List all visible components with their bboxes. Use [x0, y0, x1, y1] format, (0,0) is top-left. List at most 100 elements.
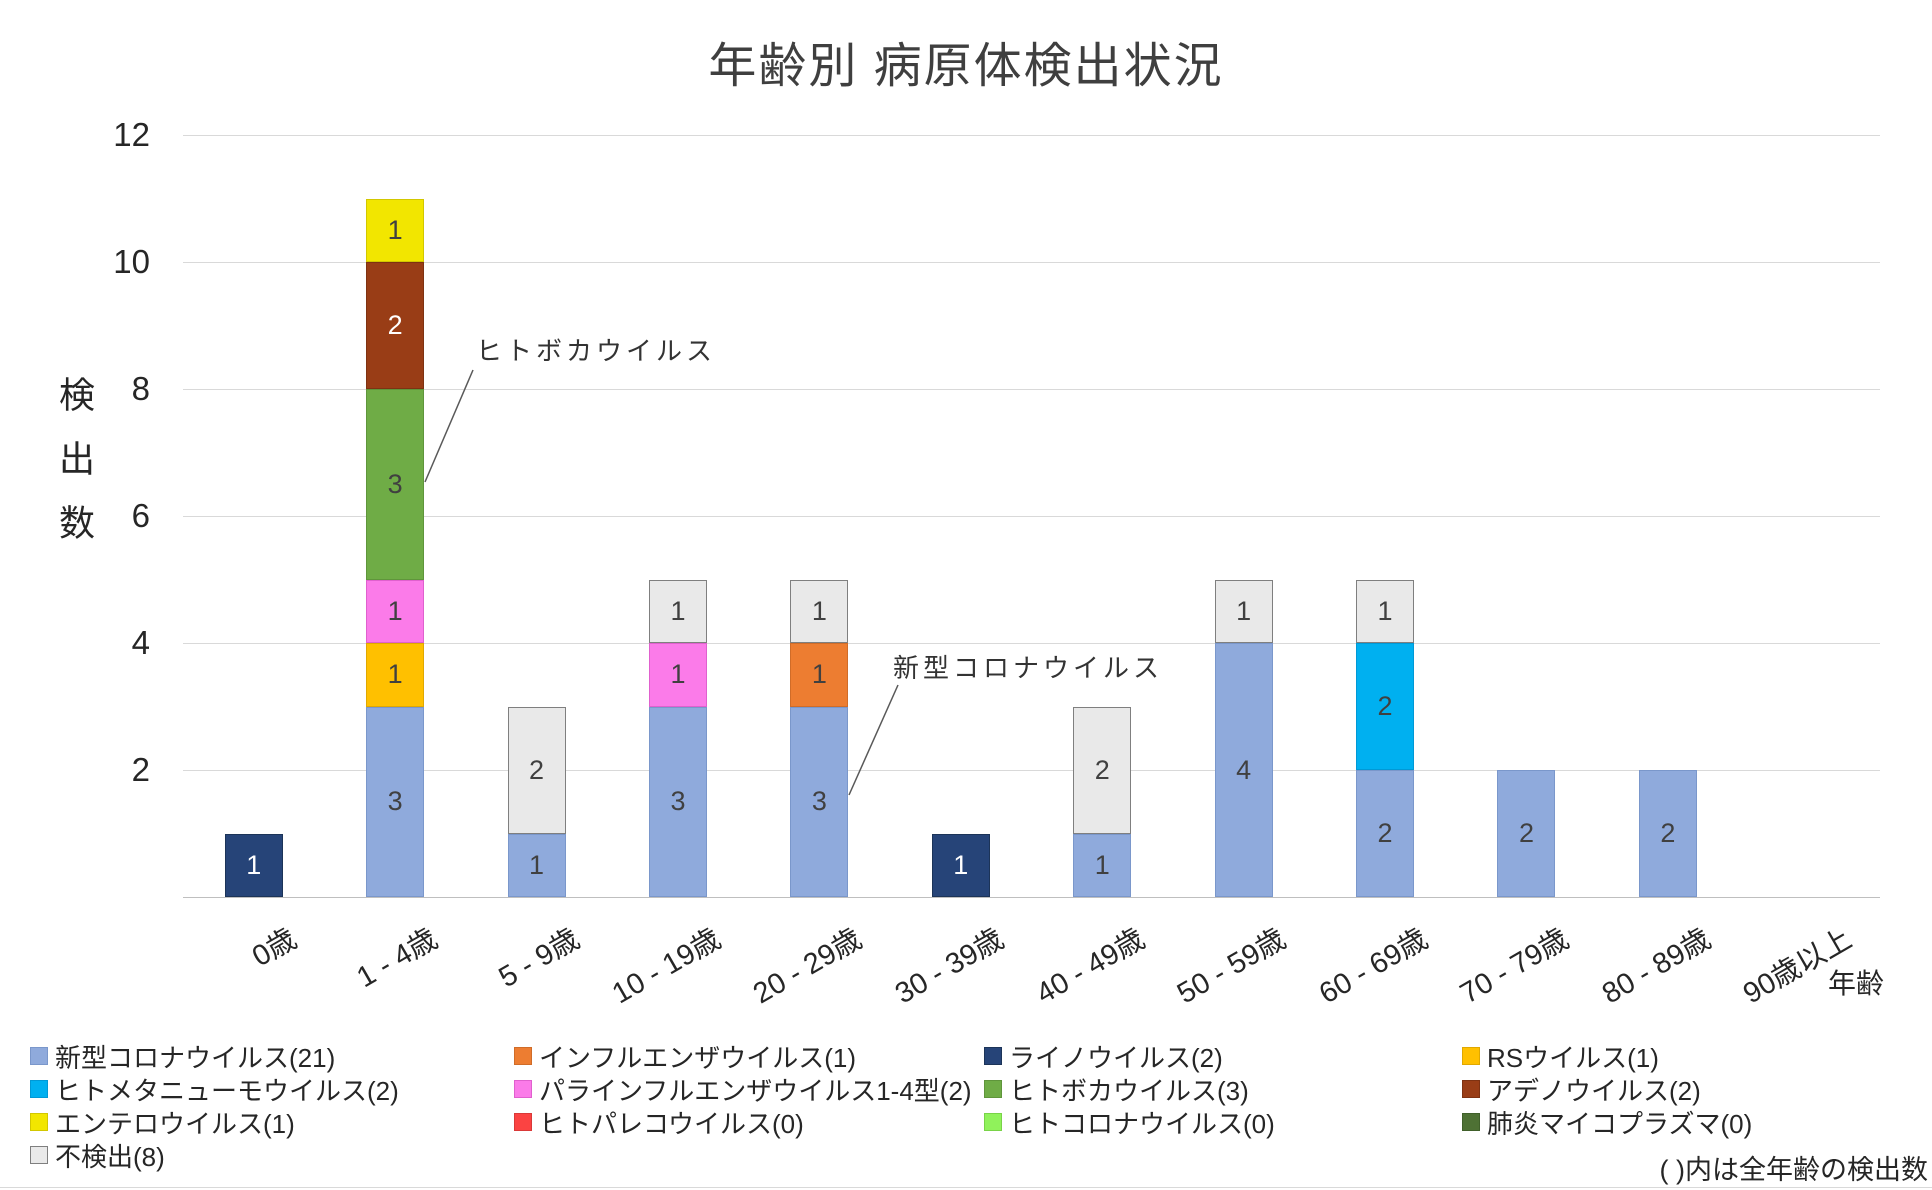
bar-segment: 1	[648, 579, 707, 643]
legend-item: アデノウイルス(2)	[1462, 1075, 1701, 1106]
y-tick-label: 2	[131, 751, 150, 788]
x-axis-line	[183, 897, 1880, 898]
segment-value-label: 2	[529, 754, 545, 785]
bar-segment: 4	[1214, 643, 1273, 897]
legend-item-label: ヒトボカウイルス(3)	[1009, 1075, 1249, 1106]
segment-value-label: 2	[1377, 691, 1393, 721]
gridline	[183, 515, 1880, 517]
x-axis-category-label: 40 - 49歳	[1030, 922, 1151, 1011]
segment-value-label: 1	[246, 849, 262, 880]
segment-value-label: 1	[953, 849, 969, 880]
legend-footnote: ( )内は全年齢の検出数	[1659, 1155, 1928, 1185]
segment-value-label: 2	[1518, 818, 1534, 848]
legend-item: RSウイルス(1)	[1462, 1042, 1659, 1073]
bar-segment: 1	[1356, 579, 1415, 643]
bar-segment: 3	[366, 389, 425, 580]
x-axis-category-label: 20 - 29歳	[748, 922, 868, 1011]
legend-item: ヒトボカウイルス(3)	[984, 1075, 1249, 1106]
legend-color-chip	[514, 1113, 532, 1131]
gridline	[183, 261, 1880, 263]
legend-color-chip	[30, 1047, 48, 1065]
segment-value-label: 2	[1377, 818, 1393, 848]
legend-item: ライノウイルス(2)	[984, 1042, 1223, 1073]
legend-item-label: 新型コロナウイルス(21)	[55, 1042, 336, 1073]
bar-segment: 1	[366, 198, 425, 262]
bar-segment: 2	[1638, 770, 1697, 897]
bar-segment: 2	[1073, 706, 1132, 834]
segment-value-label: 3	[811, 786, 827, 817]
y-tick-label: 8	[131, 370, 150, 407]
y-tick-label: 12	[113, 116, 150, 153]
segment-value-label: 1	[529, 849, 545, 880]
legend-color-chip	[30, 1080, 48, 1098]
segment-value-label: 1	[387, 214, 403, 245]
bar-segment: 1	[648, 643, 707, 707]
segment-value-label: 1	[670, 595, 686, 626]
annotation-leader-line	[848, 684, 899, 796]
segment-value-label: 3	[387, 468, 403, 499]
bar-segment: 1	[790, 579, 849, 643]
segment-value-label: 2	[387, 310, 403, 340]
x-axis-category-label: 1 - 4歳	[351, 922, 444, 995]
x-axis-category-label: 70 - 79歳	[1455, 922, 1575, 1011]
gridline	[183, 769, 1880, 771]
legend-item-label: アデノウイルス(2)	[1487, 1075, 1701, 1106]
legend-color-chip	[1462, 1047, 1480, 1065]
legend-item-label: ライノウイルス(2)	[1009, 1042, 1223, 1073]
y-tick-label: 6	[131, 497, 150, 534]
legend-item-label: エンテロウイルス(1)	[55, 1108, 295, 1139]
segment-value-label: 1	[1377, 595, 1393, 626]
legend-color-chip	[984, 1113, 1002, 1131]
bar-segment: 2	[1497, 770, 1556, 897]
bar-segment: 1	[224, 833, 283, 897]
bar-segment: 3	[790, 706, 849, 897]
bar-segment: 1	[790, 643, 849, 707]
legend-item: インフルエンザウイルス(1)	[514, 1042, 856, 1073]
annotation-label: ヒトボカウイルス	[476, 336, 717, 366]
annotation-leader-line	[424, 369, 474, 483]
legend-item: パラインフルエンザウイルス1-4型(2)	[514, 1075, 972, 1106]
x-axis-category-label: 50 - 59歳	[1172, 922, 1292, 1011]
legend-color-chip	[514, 1080, 532, 1098]
x-axis-category-label: 5 - 9歳	[493, 922, 585, 995]
bar-segment: 1	[931, 833, 990, 897]
legend-item-label: 肺炎マイコプラズマ(0)	[1487, 1108, 1753, 1139]
bar-segment: 1	[366, 643, 425, 707]
segment-value-label: 1	[811, 659, 827, 690]
bar-segment: 1	[1214, 579, 1273, 643]
bar-segment: 2	[366, 262, 425, 389]
gridline	[183, 642, 1880, 644]
legend-item: ヒトコロナウイルス(0)	[984, 1108, 1275, 1139]
bar-segment: 1	[1073, 833, 1132, 897]
segment-value-label: 2	[1660, 818, 1676, 848]
legend-item: 不検出(8)	[30, 1141, 165, 1172]
legend-item-label: RSウイルス(1)	[1487, 1042, 1659, 1073]
segment-value-label: 1	[1094, 849, 1110, 880]
x-axis-title: 年齢	[1828, 968, 1885, 999]
legend-item-label: ヒトパレコウイルス(0)	[539, 1108, 804, 1139]
legend-color-chip	[1462, 1113, 1480, 1131]
legend-color-chip	[514, 1047, 532, 1065]
legend-color-chip	[984, 1080, 1002, 1098]
segment-value-label: 1	[670, 659, 686, 690]
y-axis-title: 検出数	[54, 376, 95, 568]
segment-value-label: 1	[811, 595, 827, 626]
x-axis-category-label: 0歳	[246, 922, 302, 974]
bar-segment: 1	[507, 833, 566, 897]
legend-item: 新型コロナウイルス(21)	[30, 1042, 335, 1073]
legend-item-label: ヒトメタニューモウイルス(2)	[55, 1075, 399, 1106]
chart-title: 年齢別 病原体検出状況	[708, 40, 1224, 93]
legend-color-chip	[1462, 1080, 1480, 1098]
segment-value-label: 1	[387, 595, 403, 626]
legend-item-label: パラインフルエンザウイルス1-4型(2)	[539, 1075, 972, 1106]
bar-segment: 2	[507, 706, 566, 834]
bar-segment: 3	[366, 706, 425, 897]
legend-item-label: インフルエンザウイルス(1)	[539, 1042, 856, 1073]
legend-item-label: ヒトコロナウイルス(0)	[1009, 1108, 1275, 1139]
segment-value-label: 1	[1236, 595, 1252, 626]
gridline	[183, 134, 1880, 136]
segment-value-label: 2	[1094, 754, 1110, 785]
